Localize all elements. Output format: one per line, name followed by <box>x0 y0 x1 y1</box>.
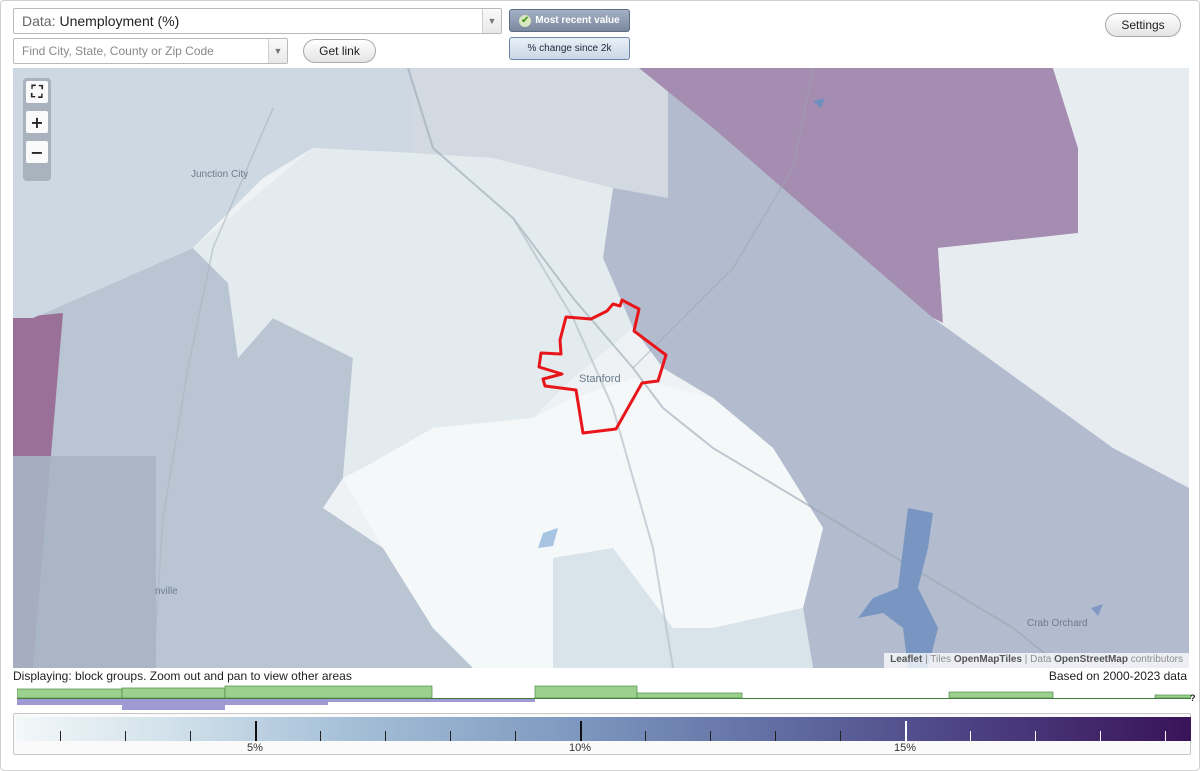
legend-label-5: 5% <box>247 742 263 754</box>
legend-tick <box>645 731 646 741</box>
legend-tick <box>320 731 321 741</box>
displaying-note: Displaying: block groups. Zoom out and p… <box>13 669 352 683</box>
map-attribution: Leaflet | Tiles OpenMapTiles | Data Open… <box>884 653 1189 668</box>
lake <box>813 98 825 108</box>
legend-tick <box>125 731 126 741</box>
histogram-bar <box>1154 694 1191 699</box>
fullscreen-icon[interactable]: ⛶ <box>26 81 48 103</box>
unknown-values-mark[interactable]: ? <box>1190 693 1196 703</box>
histogram-baseline <box>17 698 1191 699</box>
distribution-histogram <box>17 685 1191 710</box>
legend-tick-major <box>255 721 257 741</box>
lake <box>858 508 938 668</box>
region-northeast-light[interactable] <box>933 68 1189 488</box>
openmaptiles-link[interactable]: OpenMapTiles <box>953 654 1022 665</box>
histogram-bar <box>948 691 1054 699</box>
most-recent-value-toggle[interactable]: ✔ Most recent value <box>509 9 630 32</box>
place-search[interactable]: ▼ <box>13 38 288 64</box>
attribution-contributors: contributors <box>1127 654 1183 665</box>
histogram-bar-secondary <box>122 699 225 710</box>
legend-label-15: 15% <box>893 742 917 754</box>
region-northwest[interactable] <box>13 68 413 318</box>
histogram-bar <box>636 692 743 699</box>
legend-tick <box>840 731 841 741</box>
data-select-label: Data: <box>22 13 56 29</box>
legend-label-10: 10% <box>568 742 592 754</box>
road <box>512 217 674 668</box>
legend-tick <box>970 731 971 741</box>
legend-tick <box>515 731 516 741</box>
histogram-bar <box>121 687 226 699</box>
lake <box>538 528 558 548</box>
legend-tick <box>60 731 61 741</box>
place-label-hustonville: nville <box>155 586 178 597</box>
data-select[interactable]: Data: Unemployment (%) ▼ <box>13 8 502 34</box>
legend-tick-major <box>580 721 582 741</box>
road <box>152 107 274 668</box>
road <box>632 68 814 369</box>
get-link-button[interactable]: Get link <box>303 39 376 63</box>
histogram-bar <box>534 685 638 699</box>
legend-tick <box>1100 731 1101 741</box>
map-canvas <box>13 68 1189 668</box>
place-label-junction-city: Junction City <box>191 169 249 180</box>
legend-gradient[interactable] <box>16 717 1191 741</box>
legend-tick <box>450 731 451 741</box>
color-legend: 5% 10% 15% <box>13 713 1191 755</box>
place-search-input[interactable] <box>14 39 264 63</box>
region-northeast-purple[interactable] <box>639 68 1078 323</box>
chevron-down-icon[interactable]: ▼ <box>268 39 287 63</box>
stanford-boundary[interactable] <box>537 298 668 435</box>
place-label-stanford: Stanford <box>579 373 621 385</box>
choropleth-map[interactable]: Junction City Stanford nville Crab Orcha… <box>13 68 1189 668</box>
histogram-bar <box>224 685 433 699</box>
legend-tick <box>1035 731 1036 741</box>
attribution-separator: | Data <box>1022 654 1055 665</box>
map-zoom-control: ⛶ + − <box>23 78 51 181</box>
attribution-separator: | Tiles <box>922 654 954 665</box>
leaflet-link[interactable]: Leaflet <box>890 654 923 665</box>
histogram-bar-secondary <box>225 699 328 705</box>
legend-tick <box>1165 731 1166 741</box>
percent-change-toggle[interactable]: % change since 2k <box>509 37 630 60</box>
data-select-value: Unemployment (%) <box>59 13 180 29</box>
road <box>407 68 1064 668</box>
zoom-in-button[interactable]: + <box>26 111 48 133</box>
legend-tick <box>775 731 776 741</box>
data-range-note: Based on 2000-2023 data <box>1048 669 1187 683</box>
histogram-bar-secondary <box>328 699 535 702</box>
settings-button[interactable]: Settings <box>1105 13 1181 37</box>
openstreetmap-link[interactable]: OpenStreetMap <box>1054 654 1128 665</box>
lake <box>1091 604 1103 616</box>
histogram-bar <box>17 688 123 699</box>
legend-tick <box>710 731 711 741</box>
region-south[interactable] <box>343 378 823 668</box>
histogram-bar-secondary <box>17 699 122 705</box>
chevron-down-icon[interactable]: ▼ <box>482 9 501 33</box>
place-label-crab-orchard: Crab Orchard <box>1027 618 1088 629</box>
region-south-lower[interactable] <box>553 548 813 668</box>
region-southwest-square[interactable] <box>13 456 156 668</box>
region-east[interactable] <box>603 68 1189 668</box>
zoom-out-button[interactable]: − <box>26 141 48 163</box>
most-recent-value-label: Most recent value <box>535 15 620 26</box>
legend-tick <box>190 731 191 741</box>
check-icon: ✔ <box>519 14 532 27</box>
legend-tick-major <box>905 721 907 741</box>
legend-tick <box>385 731 386 741</box>
